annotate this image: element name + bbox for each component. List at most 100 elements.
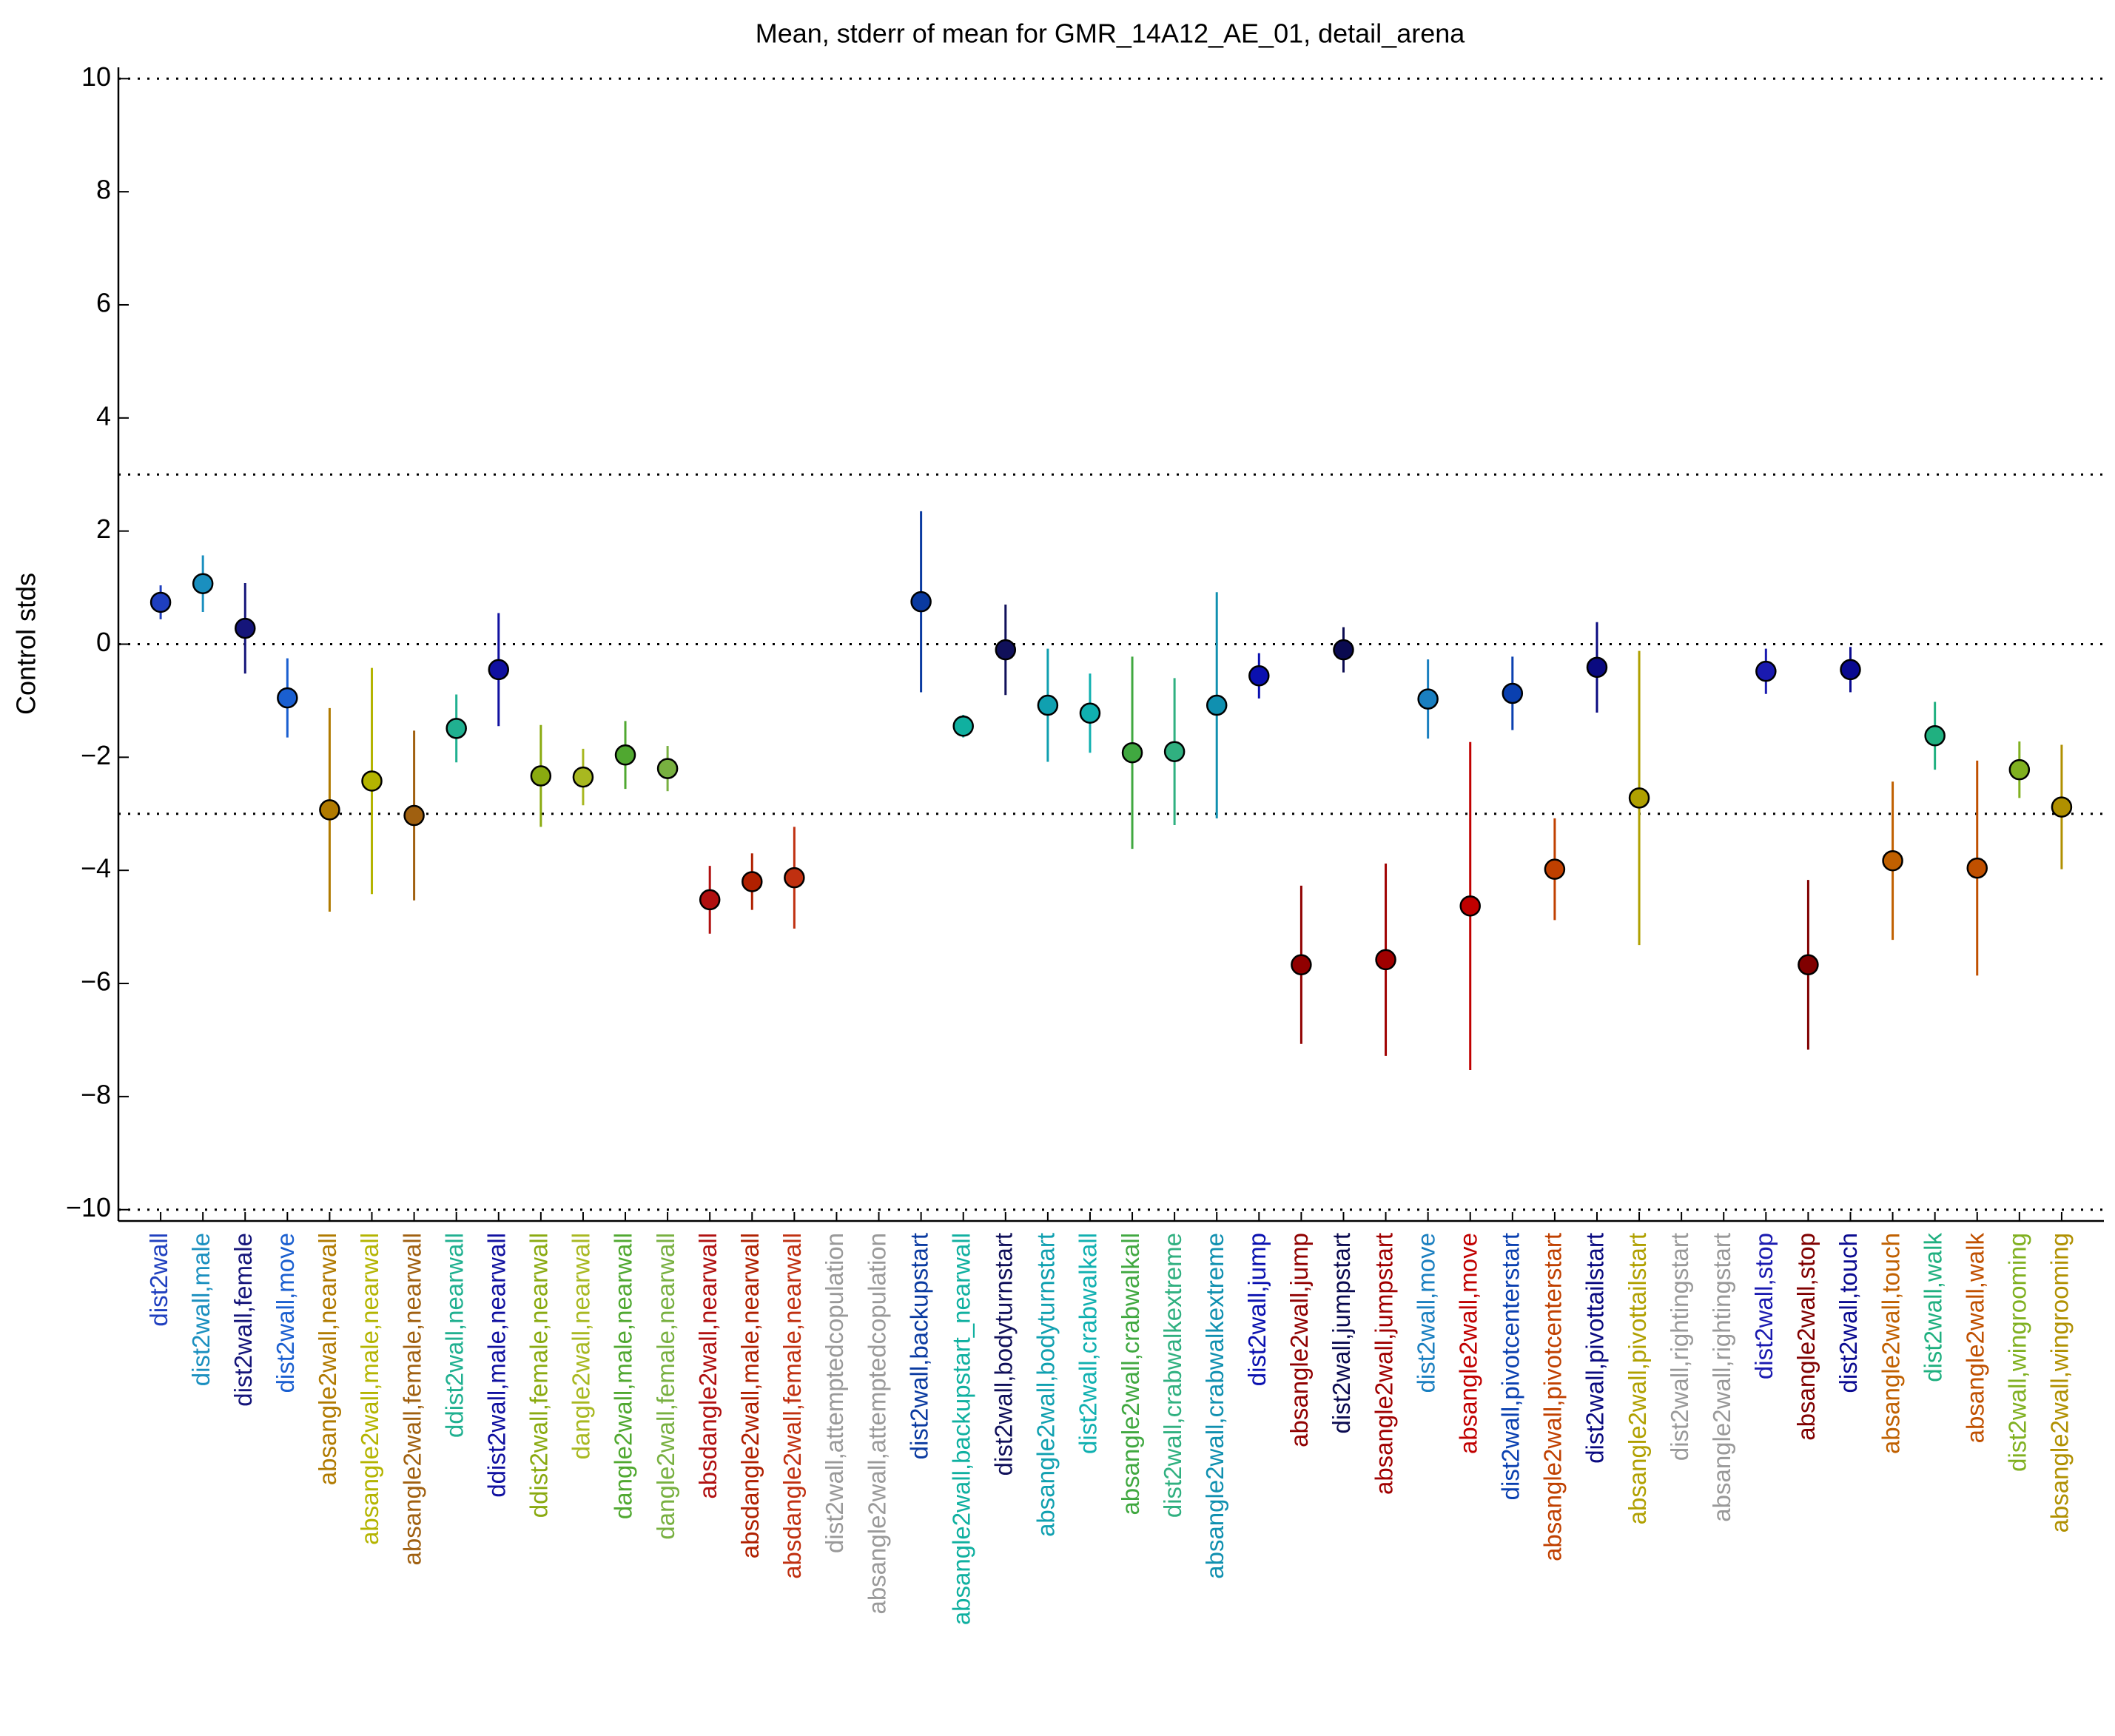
x-tick-label: dist2wall xyxy=(145,1233,172,1327)
mean-marker xyxy=(1037,694,1059,716)
x-tick-label: dist2wall,crabwalkextreme xyxy=(1159,1233,1186,1518)
mean-marker xyxy=(1333,639,1354,661)
mean-marker xyxy=(445,718,467,739)
mean-marker xyxy=(361,770,383,792)
x-tick-label: absangle2wall,walk xyxy=(1961,1233,1988,1444)
x-tick-label: absangle2wall,pivottailstart xyxy=(1624,1233,1651,1524)
x-tick-label: absangle2wall,wingrooming xyxy=(2046,1233,2074,1533)
mean-marker xyxy=(1544,858,1566,880)
mean-marker xyxy=(614,744,636,766)
x-tick-label: ddist2wall,male,nearwall xyxy=(482,1233,510,1498)
x-tick-label: absangle2wall,pivotcenterstart xyxy=(1539,1233,1567,1561)
mean-marker xyxy=(1417,688,1439,710)
mean-marker xyxy=(192,573,214,594)
x-tick-label: dist2wall,pivottailstart xyxy=(1581,1233,1609,1464)
x-tick-label: dist2wall,move xyxy=(272,1233,299,1393)
mean-marker xyxy=(1755,660,1777,682)
mean-marker xyxy=(149,591,172,613)
mean-marker xyxy=(1882,850,1903,872)
x-tick-label: absangle2wall,backupstart_nearwall xyxy=(947,1233,975,1625)
mean-marker xyxy=(1459,895,1481,917)
mean-marker xyxy=(1924,725,1946,747)
y-tick-label: −2 xyxy=(81,740,111,770)
y-tick-label: −4 xyxy=(81,853,111,884)
x-tick-label: dist2wall,male xyxy=(187,1233,215,1386)
x-tick-label: dist2wall,pivotcenterstart xyxy=(1497,1233,1524,1500)
x-tick-label: dist2wall,stop xyxy=(1750,1233,1778,1379)
x-tick-label: absdangle2wall,female,nearwall xyxy=(779,1233,806,1579)
mean-marker xyxy=(1248,665,1270,687)
y-tick-label: −8 xyxy=(81,1079,111,1109)
mean-marker xyxy=(2008,758,2031,781)
x-tick-label: dist2wall,jumpstart xyxy=(1328,1233,1355,1433)
x-tick-label: absangle2wall,rightingstart xyxy=(1708,1233,1735,1522)
mean-marker xyxy=(742,871,763,892)
mean-marker xyxy=(1966,857,1988,879)
mean-marker xyxy=(1291,954,1312,976)
x-tick-label: absdangle2wall,male,nearwall xyxy=(736,1233,764,1558)
mean-marker xyxy=(530,765,552,787)
mean-marker xyxy=(952,716,974,737)
y-tick-label: 6 xyxy=(96,287,111,317)
x-tick-label: absdangle2wall,nearwall xyxy=(694,1233,722,1499)
mean-marker xyxy=(488,659,510,681)
x-tick-label: ddist2wall,nearwall xyxy=(440,1233,468,1438)
mean-marker xyxy=(1840,659,1861,681)
mean-marker xyxy=(319,799,340,821)
mean-marker xyxy=(1121,741,1143,764)
x-tick-label: absangle2wall,touch xyxy=(1877,1233,1904,1454)
mean-marker xyxy=(784,867,805,889)
mean-marker xyxy=(277,687,298,709)
y-tick-label: 10 xyxy=(81,61,111,92)
x-tick-label: dist2wall,crabwalkall xyxy=(1075,1233,1102,1454)
x-tick-label: absangle2wall,bodyturnstart xyxy=(1032,1233,1060,1537)
y-tick-label: 2 xyxy=(96,514,111,544)
x-tick-label: absangle2wall,nearwall xyxy=(314,1233,341,1485)
mean-marker xyxy=(910,591,932,613)
x-tick-label: absangle2wall,move xyxy=(1454,1233,1482,1454)
y-tick-label: 8 xyxy=(96,175,111,205)
x-tick-label: absangle2wall,male,nearwall xyxy=(356,1233,383,1545)
x-tick-label: absangle2wall,female,nearwall xyxy=(398,1233,426,1565)
chart-title: Mean, stderr of mean for GMR_14A12_AE_01… xyxy=(756,18,1466,49)
mean-marker xyxy=(1502,682,1524,704)
x-tick-label: dist2wall,attemptedcopulation xyxy=(821,1233,848,1553)
mean-marker xyxy=(572,766,594,788)
x-tick-label: absangle2wall,attemptedcopulation xyxy=(863,1233,890,1615)
mean-marker xyxy=(656,758,679,779)
x-tick-label: dangle2wall,nearwall xyxy=(568,1233,595,1459)
x-tick-label: dangle2wall,female,nearwall xyxy=(652,1233,679,1540)
x-tick-label: dist2wall,bodyturnstart xyxy=(990,1233,1018,1476)
x-tick-label: absangle2wall,crabwalkextreme xyxy=(1201,1233,1228,1579)
x-tick-label: absangle2wall,stop xyxy=(1792,1233,1820,1441)
y-tick-label: 0 xyxy=(96,627,111,657)
y-tick-label: −10 xyxy=(66,1192,111,1222)
x-tick-label: absangle2wall,crabwalkall xyxy=(1117,1233,1144,1515)
y-axis-label: Control stds xyxy=(11,573,41,715)
y-tick-label: −6 xyxy=(81,966,111,997)
x-tick-label: ddist2wall,female,nearwall xyxy=(525,1233,553,1518)
x-tick-label: dangle2wall,male,nearwall xyxy=(610,1233,637,1519)
mean-marker xyxy=(1079,702,1101,724)
mean-marker xyxy=(995,639,1017,661)
x-tick-label: absangle2wall,jumpstart xyxy=(1370,1233,1397,1495)
mean-marker xyxy=(235,617,256,639)
mean-marker xyxy=(403,804,425,827)
x-tick-label: dist2wall,jump xyxy=(1243,1233,1271,1386)
x-tick-label: dist2wall,backupstart xyxy=(905,1233,932,1459)
mean-marker xyxy=(1206,694,1228,716)
mean-marker xyxy=(1628,787,1650,809)
mean-marker xyxy=(2051,796,2073,818)
x-tick-label: dist2wall,female xyxy=(229,1233,257,1407)
x-tick-label: absangle2wall,jump xyxy=(1285,1233,1313,1447)
mean-marker xyxy=(699,889,721,911)
mean-marker xyxy=(1586,656,1608,679)
mean-marker xyxy=(1798,954,1819,976)
x-tick-label: dist2wall,touch xyxy=(1835,1233,1862,1393)
x-tick-label: dist2wall,move xyxy=(1412,1233,1439,1393)
x-tick-label: dist2wall,rightingstart xyxy=(1666,1233,1693,1461)
x-tick-label: dist2wall,wingrooming xyxy=(2004,1233,2031,1472)
x-tick-label: dist2wall,walk xyxy=(1919,1233,1946,1382)
mean-marker xyxy=(1163,741,1186,762)
